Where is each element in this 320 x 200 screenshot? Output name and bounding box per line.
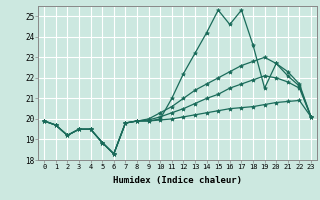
X-axis label: Humidex (Indice chaleur): Humidex (Indice chaleur) — [113, 176, 242, 185]
